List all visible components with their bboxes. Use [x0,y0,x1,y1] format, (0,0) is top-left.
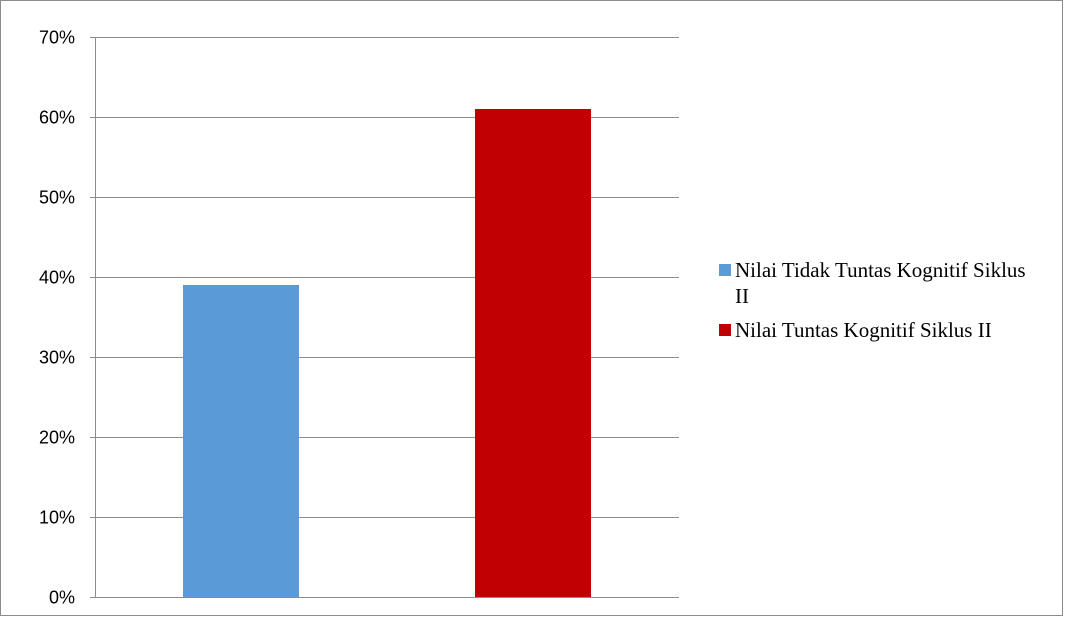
legend: Nilai Tidak Tuntas Kognitif Siklus II Nil… [719,257,1049,351]
legend-swatch [719,264,731,276]
legend-label: Nilai Tidak Tuntas Kognitif Siklus II [735,258,1026,308]
legend-label: Nilai Tuntas Kognitif Siklus II [735,318,992,342]
y-tick-label: 60% [39,108,75,128]
y-tick-label: 30% [39,348,75,368]
y-tick-label: 50% [39,188,75,208]
y-tick-label: 10% [39,508,75,528]
bar-series-1 [183,285,299,597]
legend-item: Nilai Tidak Tuntas Kognitif Siklus II [719,257,1049,309]
legend-item: Nilai Tuntas Kognitif Siklus II [719,317,1049,343]
y-tick-label: 70% [39,28,75,48]
y-tick-label: 0% [49,588,75,608]
y-tick-label: 40% [39,268,75,288]
bar-series-2 [475,109,591,597]
legend-swatch [719,324,731,336]
y-tick-label: 20% [39,428,75,448]
